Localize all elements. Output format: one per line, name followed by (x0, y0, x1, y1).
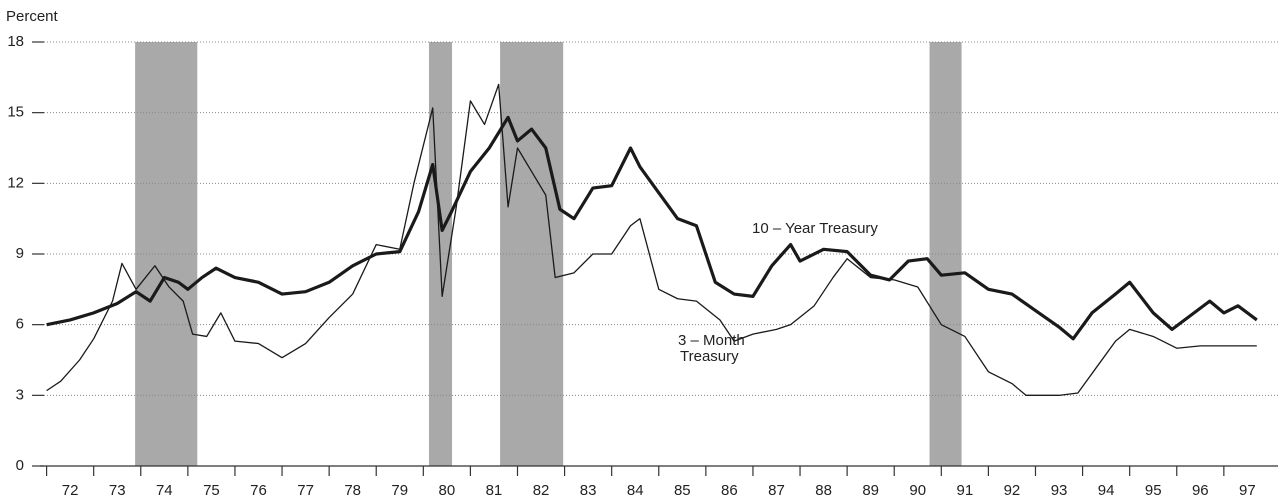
x-tick-label: 93 (1051, 482, 1068, 499)
x-tick-label: 90 (909, 482, 926, 499)
x-tick-label: 95 (1145, 482, 1162, 499)
x-tick-label: 88 (815, 482, 832, 499)
y-tick-label: 9 (16, 245, 24, 262)
x-tick-label: 83 (580, 482, 597, 499)
x-tick-label: 80 (439, 482, 456, 499)
y-tick-label: 6 (16, 316, 24, 333)
x-tick-label: 94 (1098, 482, 1115, 499)
y-tick-label: 12 (7, 174, 24, 191)
x-tick-label: 76 (250, 482, 267, 499)
x-tick-label: 96 (1192, 482, 1209, 499)
x-tick-label: 97 (1239, 482, 1256, 499)
x-tick-label: 82 (533, 482, 550, 499)
series-line (46, 83, 1257, 396)
x-tick-label: 89 (862, 482, 879, 499)
x-tick-label: 81 (486, 482, 503, 499)
x-tick-label: 91 (957, 482, 974, 499)
x-tick-label: 87 (768, 482, 785, 499)
annotation: Treasury (680, 348, 739, 365)
y-tick-label: 0 (16, 457, 24, 474)
plot: 0 3 6 9 12 15 18 72 73 74 75 76 77 78 79 80 81 82 83 84 85 86… (7, 33, 1278, 499)
x-tick-label: 74 (156, 482, 173, 499)
x-tick-label: 85 (674, 482, 691, 499)
x-tick-label: 92 (1004, 482, 1021, 499)
x-tick-label: 75 (203, 482, 220, 499)
x-tick-label: 84 (627, 482, 644, 499)
x-tick-label: 79 (391, 482, 408, 499)
x-tick-label: 86 (721, 482, 738, 499)
y-axis-label: Percent (6, 8, 59, 25)
x-tick-label: 73 (109, 482, 126, 499)
x-tick-label: 72 (62, 482, 79, 499)
annotation: 3 – Month (678, 332, 745, 349)
y-tick-label: 3 (16, 386, 24, 403)
x-tick-label: 78 (344, 482, 361, 499)
x-tick-label: 77 (297, 482, 314, 499)
y-tick-label: 15 (7, 104, 24, 121)
annotation: 10 – Year Treasury (752, 220, 878, 237)
series-line (46, 115, 1258, 341)
y-tick-label: 18 (7, 33, 24, 50)
recession-band (135, 42, 198, 466)
